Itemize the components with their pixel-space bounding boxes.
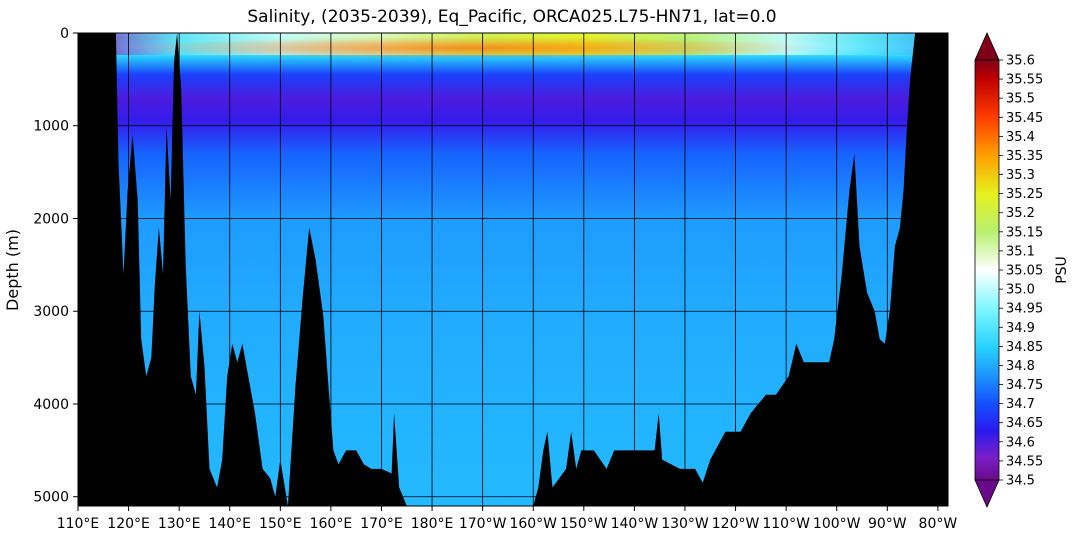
y-axis-ticks: 0 1000 2000 3000 4000 5000 [33, 26, 78, 506]
colorbar-tick-label: 34.9 [1006, 321, 1035, 336]
colorbar-extend-bottom [974, 479, 1000, 508]
colorbar-tick-label: 35.2 [1006, 206, 1035, 221]
colorbar-tick-label: 35.15 [1006, 225, 1043, 240]
x-tick-label: 110°E [57, 516, 100, 532]
x-tick-label: 170°E [360, 516, 403, 532]
y-tick-label: 3000 [33, 304, 69, 320]
seafloor-bathymetry [78, 33, 948, 506]
colorbar-extend-top [974, 32, 1000, 61]
colorbar-tick-label: 35.25 [1006, 187, 1043, 202]
colorbar-tick-label: 35.0 [1006, 283, 1035, 298]
x-axis-ticks: 110°E 120°E 130°E 140°E 150°E 160°E 170°E 180°E… [57, 506, 958, 532]
x-tick-label: 100°W [813, 516, 861, 532]
plot-area [78, 33, 948, 506]
colorbar-tick-label: 34.65 [1006, 416, 1043, 431]
colorbar-body [974, 59, 1000, 481]
colorbar-tick-label: 35.05 [1006, 264, 1043, 279]
colorbar-ticks: 34.5 34.55 34.6 34.65 34.7 34.75 34.8 34.85 34.9… [999, 54, 1043, 489]
colorbar-tick-label: 34.95 [1006, 302, 1043, 317]
colorbar-tick-label: 35.5 [1006, 92, 1035, 107]
y-axis-label: Depth (m) [3, 229, 22, 311]
colorbar-tick-label: 34.7 [1006, 397, 1035, 412]
x-tick-label: 120°W [712, 516, 760, 532]
colorbar-tick-label: 34.8 [1006, 359, 1035, 374]
x-tick-label: 160°W [509, 516, 557, 532]
colorbar-tick-label: 35.45 [1006, 111, 1043, 126]
y-tick-label: 0 [60, 26, 69, 42]
colorbar-tick-label: 35.6 [1006, 54, 1035, 69]
colorbar-tick-label: 35.3 [1006, 168, 1035, 183]
colorbar-label: PSU [1054, 256, 1070, 284]
x-tick-label: 150°E [259, 516, 302, 532]
x-tick-label: 150°W [560, 516, 608, 532]
x-tick-label: 130°W [661, 516, 709, 532]
y-tick-label: 1000 [33, 119, 69, 135]
colorbar-tick-label: 35.55 [1006, 73, 1043, 88]
y-tick-label: 5000 [33, 490, 69, 506]
colorbar-tick-label: 35.35 [1006, 149, 1043, 164]
x-tick-label: 140°W [611, 516, 659, 532]
x-tick-label: 110°W [762, 516, 810, 532]
subsurface-salinity-core [110, 37, 830, 59]
colorbar-tick-label: 34.5 [1006, 474, 1035, 489]
x-tick-label: 140°E [208, 516, 251, 532]
colorbar-tick-label: 34.55 [1006, 454, 1043, 469]
x-tick-label: 180°E [411, 516, 454, 532]
y-tick-label: 2000 [33, 211, 69, 227]
x-tick-label: 130°E [158, 516, 201, 532]
colorbar: 34.5 34.55 34.6 34.65 34.7 34.75 34.8 34.85 34.9… [974, 32, 1070, 508]
colorbar-tick-label: 34.85 [1006, 340, 1043, 355]
x-tick-label: 170°W [459, 516, 507, 532]
chart-title: Salinity, (2035-2039), Eq_Pacific, ORCA0… [247, 7, 776, 27]
x-tick-label: 80°W [919, 516, 958, 532]
x-tick-label: 160°E [310, 516, 353, 532]
plot-frame [77, 32, 949, 507]
colorbar-tick-label: 34.75 [1006, 378, 1043, 393]
x-tick-label: 90°W [868, 516, 907, 532]
colorbar-tick-label: 35.1 [1006, 244, 1035, 259]
colorbar-tick-label: 35.4 [1006, 130, 1035, 145]
colorbar-tick-label: 34.6 [1006, 435, 1035, 450]
y-tick-label: 4000 [33, 397, 69, 413]
x-tick-label: 120°E [107, 516, 150, 532]
